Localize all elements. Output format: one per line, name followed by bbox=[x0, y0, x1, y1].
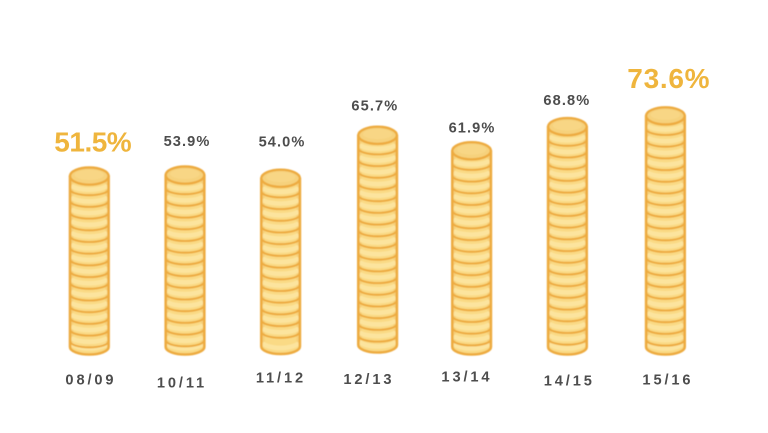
svg-text:61.9%: 61.9% bbox=[449, 120, 496, 136]
svg-text:13/14: 13/14 bbox=[441, 370, 492, 386]
svg-text:65.7%: 65.7% bbox=[351, 99, 398, 115]
svg-text:68.8%: 68.8% bbox=[543, 93, 590, 109]
svg-text:08/09: 08/09 bbox=[65, 373, 116, 389]
svg-text:15/16: 15/16 bbox=[642, 373, 693, 389]
svg-text:53.9%: 53.9% bbox=[164, 134, 211, 150]
svg-text:12/13: 12/13 bbox=[343, 372, 394, 388]
svg-text:11/12: 11/12 bbox=[256, 371, 306, 387]
svg-text:54.0%: 54.0% bbox=[259, 134, 306, 150]
svg-text:10/11: 10/11 bbox=[157, 375, 207, 391]
svg-text:51.5%: 51.5% bbox=[54, 126, 131, 157]
svg-text:73.6%: 73.6% bbox=[627, 63, 710, 94]
svg-text:14/15: 14/15 bbox=[544, 373, 595, 389]
